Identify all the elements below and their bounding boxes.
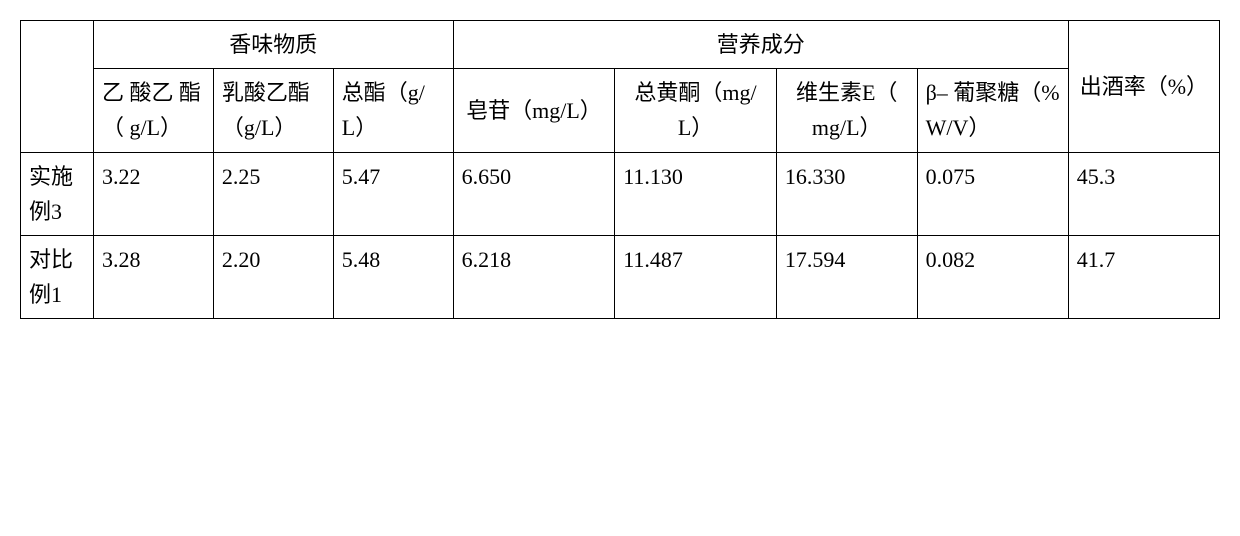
cell-value: 3.28 bbox=[93, 235, 213, 318]
header-ethyl-acetate: 乙 酸乙 酯（ g/L） bbox=[93, 69, 213, 152]
row-label: 对比例1 bbox=[21, 235, 94, 318]
corner-cell bbox=[21, 21, 94, 153]
data-table: 香味物质 营养成分 出酒率（%） 乙 酸乙 酯（ g/L） 乳酸乙酯（g/L） … bbox=[20, 20, 1220, 319]
cell-value: 3.22 bbox=[93, 152, 213, 235]
header-vitamin-e: 维生素E（ mg/L） bbox=[776, 69, 917, 152]
cell-value: 5.47 bbox=[333, 152, 453, 235]
table-row: 实施例3 3.22 2.25 5.47 6.650 11.130 16.330 … bbox=[21, 152, 1220, 235]
cell-value: 2.20 bbox=[213, 235, 333, 318]
header-row-1: 香味物质 营养成分 出酒率（%） bbox=[21, 21, 1220, 69]
cell-value: 17.594 bbox=[776, 235, 917, 318]
header-yield: 出酒率（%） bbox=[1068, 21, 1219, 153]
row-label: 实施例3 bbox=[21, 152, 94, 235]
cell-value: 16.330 bbox=[776, 152, 917, 235]
table-row: 对比例1 3.28 2.20 5.48 6.218 11.487 17.594 … bbox=[21, 235, 1220, 318]
cell-value: 2.25 bbox=[213, 152, 333, 235]
header-row-2: 乙 酸乙 酯（ g/L） 乳酸乙酯（g/L） 总酯（g/L） 皂苷（mg/L） … bbox=[21, 69, 1220, 152]
cell-value: 6.650 bbox=[453, 152, 615, 235]
header-flavonoid: 总黄酮（mg/L） bbox=[615, 69, 777, 152]
header-beta-glucan: β– 葡聚糖（%W/V） bbox=[917, 69, 1068, 152]
header-group-nutrition: 营养成分 bbox=[453, 21, 1068, 69]
cell-value: 5.48 bbox=[333, 235, 453, 318]
cell-value: 11.487 bbox=[615, 235, 777, 318]
cell-value: 11.130 bbox=[615, 152, 777, 235]
cell-value: 0.082 bbox=[917, 235, 1068, 318]
cell-value: 0.075 bbox=[917, 152, 1068, 235]
cell-value: 41.7 bbox=[1068, 235, 1219, 318]
cell-value: 45.3 bbox=[1068, 152, 1219, 235]
header-group-aroma: 香味物质 bbox=[93, 21, 453, 69]
header-ethyl-lactate: 乳酸乙酯（g/L） bbox=[213, 69, 333, 152]
cell-value: 6.218 bbox=[453, 235, 615, 318]
header-saponin: 皂苷（mg/L） bbox=[453, 69, 615, 152]
header-total-ester: 总酯（g/L） bbox=[333, 69, 453, 152]
